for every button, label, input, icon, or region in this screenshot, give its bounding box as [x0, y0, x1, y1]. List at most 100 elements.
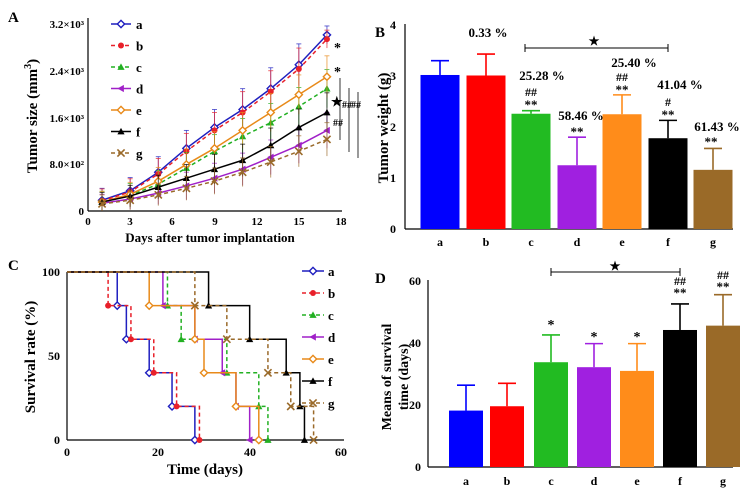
d-xtick-label: f: [678, 474, 683, 488]
legend-item-d: d: [111, 82, 144, 97]
panel-c-x-label: Time (days): [167, 462, 243, 478]
panel-b-x-ticks: a b c d e f g: [437, 235, 716, 249]
legend-marker: [117, 63, 125, 70]
km-point: [263, 368, 273, 377]
panel-a-x-label: Days after tumor implantation: [125, 230, 295, 245]
b-xtick-label: e: [619, 235, 625, 249]
d-ytick-label: 40: [409, 336, 421, 350]
c-ytick-label: 0: [54, 433, 60, 447]
b-xtick-label: a: [437, 235, 443, 249]
marker-stroke: [309, 435, 318, 445]
km-point: [150, 369, 157, 376]
km-point: [177, 335, 185, 343]
km-line-b: [67, 271, 201, 440]
legend-item-f: f: [111, 125, 141, 140]
marker-stroke: [294, 147, 303, 156]
km-point: [144, 301, 154, 311]
c-ytick-label: 50: [48, 349, 60, 363]
legend-item-b: b: [302, 286, 335, 301]
km-point: [254, 435, 264, 445]
km-point: [222, 335, 231, 344]
legend-label: a: [328, 264, 335, 279]
legend-item-d: d: [302, 330, 336, 345]
legend-item-g: g: [111, 146, 143, 161]
bar-g: [706, 325, 740, 467]
bar-e: [602, 114, 642, 229]
bar-f: [663, 329, 697, 467]
legend-label: c: [328, 308, 334, 323]
legend-item-g: g: [302, 396, 335, 411]
bar-c: [511, 113, 551, 229]
km-line-c: [67, 271, 269, 440]
panel-d-y-ticks: 0 20 40 60: [409, 274, 421, 474]
b-xtick-label: g: [710, 235, 716, 249]
sig-mark: **: [662, 107, 675, 122]
sig-mark: ##: [333, 118, 343, 129]
panel-d-x-ticks: a b c d e f g: [463, 474, 726, 488]
legend-label: f: [136, 125, 141, 140]
km-line-f: [67, 271, 306, 440]
a-ytick-label: 1.6×10³: [50, 113, 85, 125]
percent-label: 25.28 %: [519, 68, 565, 83]
a-xtick-label: 12: [252, 216, 264, 228]
panel-b-annotations: 0.33 % 25.28 % 58.46 % 25.40 % 41.04 % 6…: [469, 25, 740, 149]
panel-a: A 0 8.0×10² 1.6×10³ 2.4×10³ 3.2×10³ 0 3 …: [8, 10, 361, 245]
panel-b-y-ticks: 0 1 2 3 4: [390, 18, 396, 236]
panel-b-y-label: Tumor weight (g): [376, 73, 392, 184]
marker-stroke: [210, 176, 219, 186]
sig-mark: ##: [351, 100, 361, 111]
sig-mark: *: [334, 41, 341, 56]
sig-mark: ##: [616, 70, 628, 84]
bar-b: [466, 75, 506, 230]
panel-a-significance: * * ★ ## ## ##: [331, 41, 361, 158]
sig-mark: #: [665, 95, 671, 109]
legend-label: a: [136, 17, 143, 32]
data-point: [322, 135, 332, 144]
data-point: [126, 196, 135, 205]
marker-stroke: [126, 196, 135, 205]
legend-marker: [308, 354, 318, 364]
d-ytick-label: 20: [409, 398, 421, 412]
data-point: [294, 90, 304, 100]
panel-a-y-ticks: 0 8.0×10² 1.6×10³ 2.4×10³ 3.2×10³: [50, 19, 85, 218]
km-series-f: [67, 271, 309, 443]
km-point: [105, 302, 112, 309]
legend-label: e: [136, 103, 142, 118]
panel-c-y-label: Survival rate (%): [23, 301, 39, 413]
bar-b: [490, 406, 524, 467]
legend-marker: [117, 127, 125, 135]
a-ytick-label: 2.4×10³: [50, 66, 85, 78]
legend-label: d: [136, 82, 144, 97]
legend-item-c: c: [111, 60, 142, 75]
panel-b-letter: B: [375, 25, 385, 41]
data-point: [97, 199, 107, 209]
sig-mark: *: [591, 330, 598, 345]
bar-f: [648, 138, 688, 229]
legend-marker: [118, 42, 124, 49]
c-xtick-label: 60: [335, 445, 347, 459]
km-point: [286, 402, 295, 411]
d-xtick-label: g: [720, 474, 726, 488]
percent-label: 58.46 %: [558, 108, 604, 123]
legend-label: e: [328, 352, 334, 367]
panel-c-x-ticks: 0 20 40 60: [64, 445, 347, 459]
legend-marker: [309, 377, 317, 384]
km-series-a: [67, 271, 200, 445]
bar-d: [557, 165, 597, 229]
km-point: [300, 436, 309, 443]
data-point: [323, 36, 330, 43]
km-point: [173, 403, 180, 410]
c-xtick-label: 0: [64, 445, 70, 459]
d-ytick-label: 60: [409, 274, 421, 288]
legend-marker: [117, 84, 124, 93]
bar-a: [420, 74, 460, 229]
km-line-e: [67, 271, 260, 440]
legend-item-f: f: [302, 374, 333, 389]
marker-stroke: [182, 184, 191, 193]
legend-item-e: e: [111, 103, 142, 118]
percent-label: 41.04 %: [657, 77, 703, 92]
sig-mark: **: [717, 279, 730, 294]
panel-d-annotations: ★ * * * ## ** ## **: [548, 259, 730, 345]
sig-mark: **: [525, 97, 538, 112]
marker-stroke: [263, 368, 273, 377]
